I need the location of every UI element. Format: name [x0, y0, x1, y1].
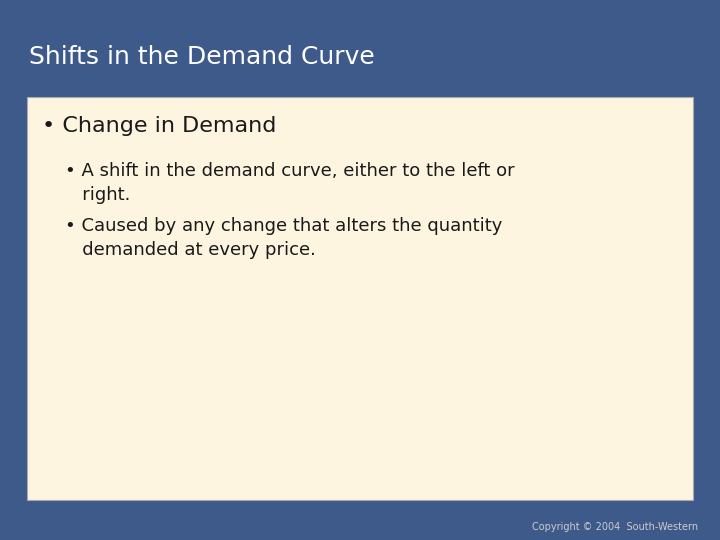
Text: • Change in Demand: • Change in Demand [42, 116, 276, 136]
Text: • Caused by any change that alters the quantity: • Caused by any change that alters the q… [65, 217, 502, 235]
Text: right.: right. [65, 186, 130, 204]
Text: demanded at every price.: demanded at every price. [65, 241, 315, 259]
FancyBboxPatch shape [27, 97, 693, 500]
Text: Shifts in the Demand Curve: Shifts in the Demand Curve [29, 45, 374, 69]
Text: Copyright © 2004  South-Western: Copyright © 2004 South-Western [532, 522, 698, 532]
Text: • A shift in the demand curve, either to the left or: • A shift in the demand curve, either to… [65, 162, 514, 180]
